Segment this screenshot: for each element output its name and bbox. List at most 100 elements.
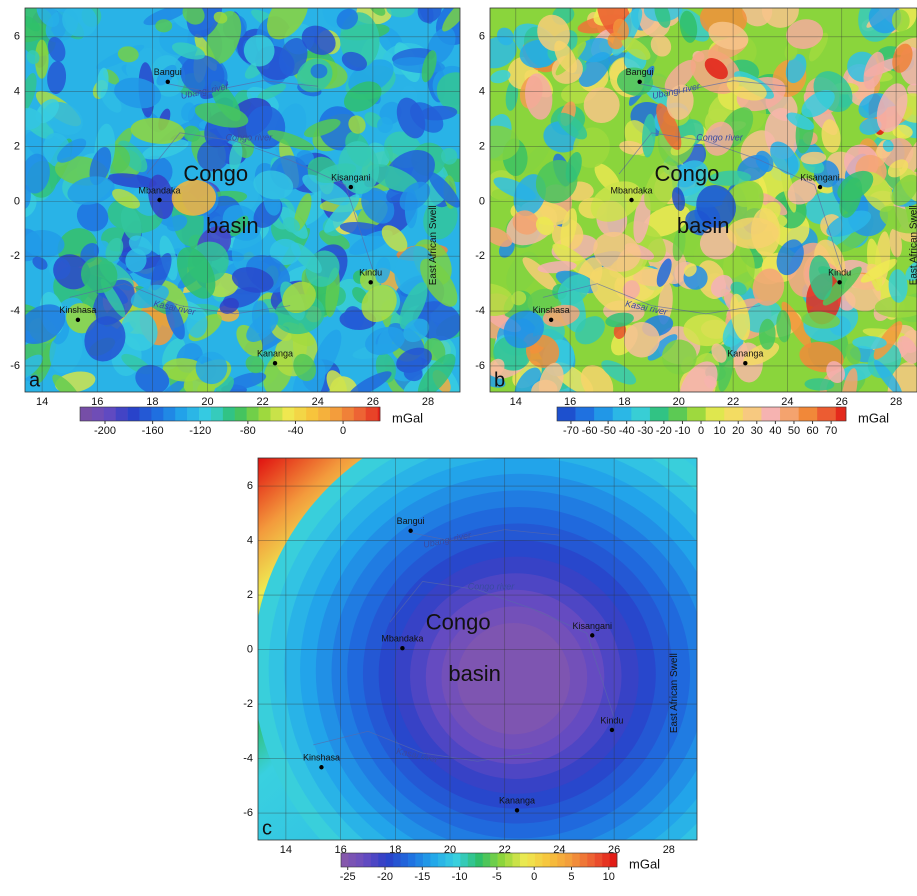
colorbar-segment — [498, 853, 506, 867]
colorbar-segment — [650, 407, 669, 421]
colorbar-segment — [270, 407, 282, 421]
y-tick-label: -2 — [243, 698, 253, 710]
river-label: Congo river — [696, 133, 744, 143]
city-dot — [610, 728, 614, 732]
colorbar-segment — [572, 853, 580, 867]
colorbar-segment — [438, 853, 446, 867]
colorbar-segment — [330, 407, 342, 421]
colorbar-segment — [431, 853, 439, 867]
region-label: Congo — [426, 609, 491, 634]
colorbar-tick-label: -40 — [619, 425, 635, 437]
colorbar-segment — [282, 407, 294, 421]
y-tick-label: -4 — [475, 305, 485, 317]
colorbar-segment — [542, 853, 550, 867]
city-label: Bangui — [397, 516, 425, 526]
colorbar-segment — [706, 407, 725, 421]
y-tick-label: -4 — [10, 305, 20, 317]
x-tick-label: 22 — [256, 396, 268, 408]
x-tick-label: 26 — [367, 396, 379, 408]
colorbar-tick-label: 10 — [603, 871, 615, 883]
colorbar-segment — [363, 853, 371, 867]
city-dot — [157, 198, 161, 202]
swell-label: East African Swell — [428, 205, 439, 285]
colorbar-segment — [505, 853, 513, 867]
colorbar-segment — [513, 853, 521, 867]
city-dot — [76, 318, 80, 322]
colorbar-tick-label: 60 — [806, 425, 818, 437]
y-tick-label: 2 — [479, 140, 485, 152]
y-tick-label: 2 — [247, 589, 253, 601]
city-label: Mbandaka — [381, 634, 423, 644]
colorbar-segment — [199, 407, 211, 421]
colorbar-segment — [687, 407, 706, 421]
region-label: basin — [448, 661, 501, 686]
city-label: Kananga — [499, 796, 535, 806]
colorbar-segment — [128, 407, 140, 421]
colorbar-tick-label: -40 — [288, 425, 304, 437]
river-label: Congo river — [468, 581, 516, 591]
colorbar-tick-label: 10 — [713, 425, 725, 437]
colorbar-segment — [393, 853, 401, 867]
colorbar-segment — [557, 853, 565, 867]
city-label: Kisangani — [331, 172, 371, 182]
figure: 1416182022242628-6-4-20246BanguiMbandaka… — [0, 0, 917, 896]
colorbar-tick-label: 0 — [698, 425, 704, 437]
city-dot — [349, 185, 353, 189]
city-dot — [629, 198, 633, 202]
city-dot — [590, 633, 594, 637]
city-label: Kinshasa — [533, 305, 570, 315]
colorbar-segment — [613, 407, 632, 421]
swell-label: East African Swell — [908, 205, 917, 285]
colorbar-segment — [187, 407, 199, 421]
x-tick-label: 28 — [422, 396, 434, 408]
colorbar-segment — [475, 853, 483, 867]
colorbar-segment — [371, 853, 379, 867]
y-tick-label: 0 — [14, 195, 20, 207]
colorbar-segment — [557, 407, 576, 421]
colorbar-segment — [587, 853, 595, 867]
colorbar-unit: mGal — [858, 410, 889, 425]
colorbar-segment — [354, 407, 366, 421]
city-label: Mbandaka — [139, 185, 181, 195]
colorbar-tick-label: -200 — [94, 425, 116, 437]
colorbar-segment — [580, 853, 588, 867]
colorbar-segment — [175, 407, 187, 421]
colorbar-segment — [631, 407, 650, 421]
city-dot — [166, 80, 170, 84]
x-tick-label: 18 — [146, 396, 158, 408]
colorbar-segment — [348, 853, 356, 867]
colorbar-segment — [595, 853, 603, 867]
colorbar-segment — [602, 853, 610, 867]
colorbar-segment — [576, 407, 595, 421]
y-tick-label: 6 — [14, 31, 20, 43]
x-tick-label: 24 — [312, 396, 324, 408]
colorbar-tick-label: -30 — [637, 425, 653, 437]
river-label: Congo river — [226, 133, 274, 143]
colorbar-tick-label: -80 — [240, 425, 256, 437]
colorbar-segment — [817, 407, 836, 421]
x-tick-label: 24 — [781, 396, 793, 408]
colorbar-segment — [366, 407, 378, 421]
x-tick-label: 26 — [836, 396, 848, 408]
colorbar-tick-label: 20 — [732, 425, 744, 437]
colorbar-segment — [445, 853, 453, 867]
city-dot — [368, 280, 372, 284]
colorbar-tick-label: -120 — [189, 425, 211, 437]
colorbar-tick-label: -15 — [414, 871, 430, 883]
colorbar-segment — [342, 407, 354, 421]
y-tick-label: -6 — [243, 807, 253, 819]
colorbar-tick-label: -10 — [452, 871, 468, 883]
city-dot — [837, 280, 841, 284]
x-tick-label: 16 — [91, 396, 103, 408]
colorbar-segment — [669, 407, 688, 421]
anomaly-patch — [727, 217, 779, 248]
y-tick-label: -2 — [475, 250, 485, 262]
colorbar-unit: mGal — [629, 856, 660, 871]
colorbar-segment — [80, 407, 92, 421]
x-tick-label: 14 — [36, 396, 48, 408]
city-label: Bangui — [154, 67, 182, 77]
colorbar-segment — [468, 853, 476, 867]
colorbar-tick-label: -50 — [600, 425, 616, 437]
x-tick-label: 18 — [618, 396, 630, 408]
